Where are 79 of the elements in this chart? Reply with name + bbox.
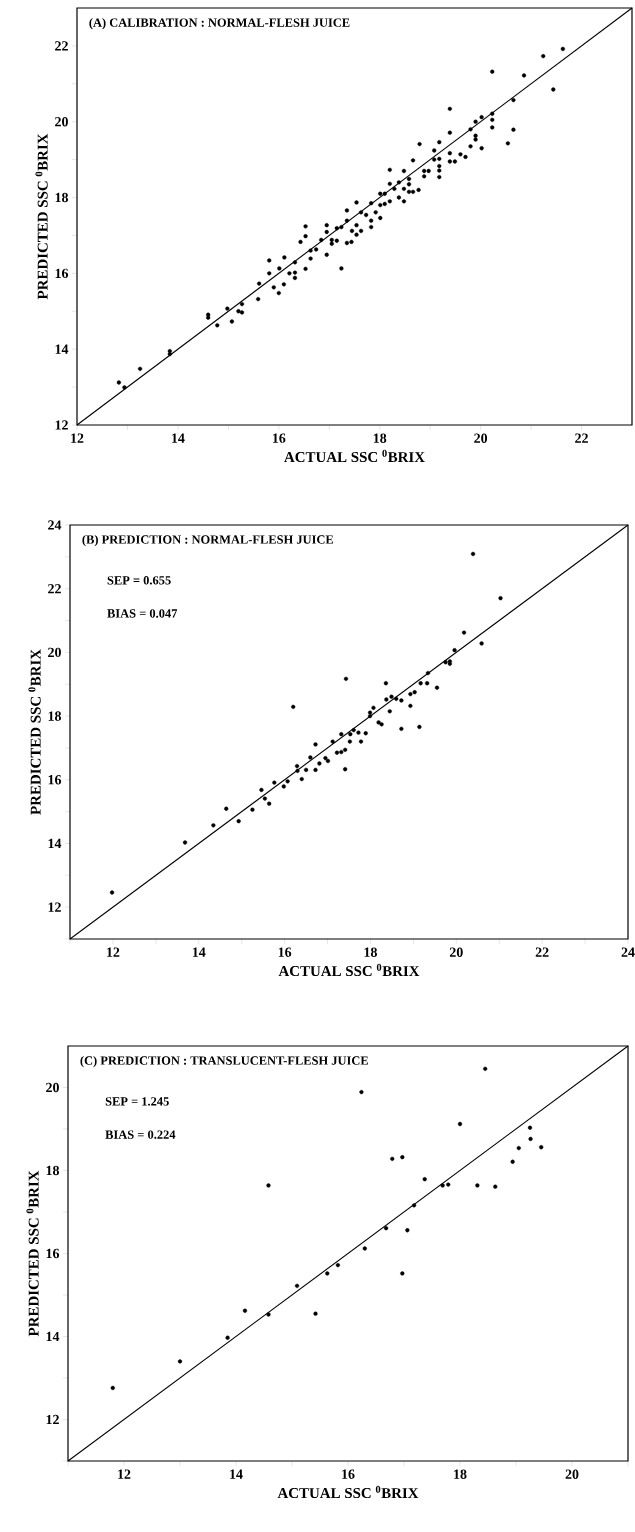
y-tick-label: 14 [55, 344, 69, 354]
y-tick-label: 18 [55, 192, 69, 203]
x-axis-title: ACTUAL SSC $^{0}$BRIX [284, 449, 425, 463]
annotation: BIAS = 0.224 [105, 1130, 176, 1139]
y-tick-label: 22 [48, 584, 61, 594]
x-tick-label: 20 [449, 947, 463, 957]
point [110, 1385, 115, 1391]
y-axis-title: PREDICTED SSC $^{0}$BRIX [35, 133, 48, 300]
y-tick-label: 20 [48, 647, 61, 658]
x-tick-label: 24 [621, 947, 635, 957]
point [313, 1311, 318, 1316]
y-tick-label: 20 [55, 116, 68, 127]
point [294, 1283, 300, 1288]
point [527, 1125, 533, 1130]
y-axis-title: PREDICTED SSC $^{0}$BRIX [28, 649, 41, 815]
x-tick-label: 20 [474, 433, 488, 443]
text: (C) PREDICTION : TRANSLUCENT-FLESH JUICE [80, 1055, 369, 1068]
point [539, 1145, 544, 1150]
y-axis-title: PREDICTED SSC $^{0}$BRIX [26, 1170, 39, 1337]
point [390, 1156, 395, 1161]
x-tick-label: 12 [118, 1469, 131, 1479]
point [242, 1308, 248, 1313]
point [362, 1246, 367, 1251]
y-tick-label: 18 [48, 711, 62, 721]
y-tick-label: 24 [48, 520, 62, 530]
annotation: SEP = 1.245 [105, 1097, 169, 1106]
point [493, 1184, 498, 1189]
annotation: BIAS = 0.047 [107, 609, 178, 618]
point [266, 1183, 271, 1188]
y-tick-label: 12 [55, 420, 68, 430]
point [411, 1203, 417, 1208]
x-tick-label: 22 [535, 947, 549, 957]
point [528, 1136, 533, 1142]
point [422, 1177, 427, 1182]
y-tick-label: 14 [48, 838, 62, 849]
y-tick-label: 16 [48, 775, 62, 785]
x-tick-label: 14 [192, 947, 206, 957]
point [405, 1228, 410, 1233]
point [177, 1359, 183, 1364]
text: (A) CALIBRATION : NORMAL-FLESH JUICE [89, 18, 350, 30]
point [475, 1183, 480, 1188]
point [400, 1155, 405, 1160]
x-tick-label: 18 [364, 947, 377, 957]
y-tick-label: 22 [55, 41, 68, 51]
x-tick-label: 16 [272, 433, 286, 443]
y-tick-label: 16 [55, 268, 69, 279]
x-tick-label: 14 [172, 433, 185, 443]
point [510, 1159, 515, 1164]
x-tick-label: 20 [565, 1469, 579, 1479]
x-axis-title: ACTUAL SSC $^{0}$BRIX [277, 1485, 419, 1499]
point [325, 1271, 330, 1276]
x-tick-label: 14 [230, 1469, 243, 1479]
x-tick-label: 18 [373, 433, 387, 443]
annotation: SEP = 0.655 [107, 576, 171, 585]
x-tick-label: 12 [107, 947, 120, 957]
point [225, 1335, 230, 1340]
point [266, 1312, 271, 1317]
x-tick-label: 22 [575, 433, 588, 443]
point [359, 1089, 364, 1095]
point [483, 1066, 488, 1071]
x-tick-label: 18 [454, 1469, 467, 1479]
y-tick-label: 14 [46, 1331, 60, 1342]
point [383, 1226, 389, 1231]
point [335, 1263, 341, 1268]
y-tick-label: 12 [48, 902, 61, 912]
x-tick-label: 12 [71, 433, 84, 443]
point [457, 1121, 463, 1127]
point [440, 1183, 445, 1188]
text: (B) PREDICTION : NORMAL-FLESH JUICE [82, 534, 334, 547]
y-tick-label: 16 [46, 1248, 60, 1259]
y-tick-label: 20 [46, 1082, 59, 1093]
point [446, 1182, 451, 1187]
point [516, 1145, 521, 1151]
x-tick-label: 16 [342, 1469, 355, 1479]
point [400, 1271, 405, 1276]
x-tick-label: 16 [278, 947, 292, 957]
x-axis-title: ACTUAL SSC $^{0}$BRIX [278, 963, 420, 977]
y-tick-label: 12 [46, 1414, 59, 1425]
y-tick-label: 18 [46, 1165, 60, 1176]
